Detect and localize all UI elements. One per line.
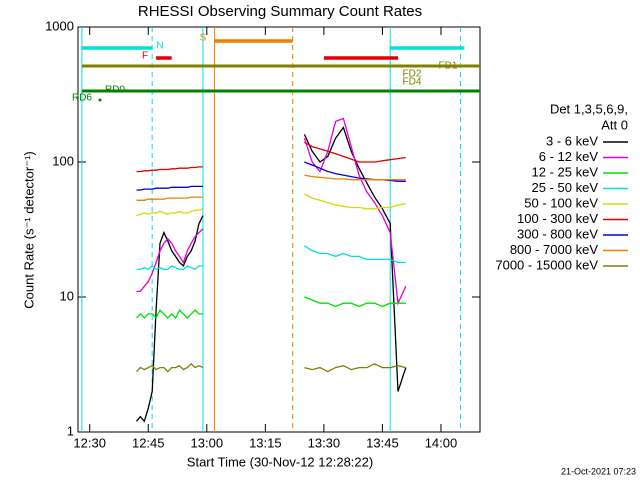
series-line [136, 174, 406, 201]
flag-label: S [200, 33, 207, 44]
x-tick-label: 13:30 [308, 435, 341, 450]
legend-title: Att 0 [601, 117, 628, 132]
flag-label: FD2 [403, 69, 422, 80]
legend-label: 300 - 800 keV [517, 226, 598, 241]
series-line [136, 161, 406, 191]
series-line [136, 245, 406, 271]
y-axis-label: Count Rate (s⁻¹ detector⁻¹) [21, 151, 36, 309]
y-tick-label: 100 [52, 153, 74, 168]
series-line [136, 296, 406, 320]
legend-label: 3 - 6 keV [546, 133, 598, 148]
flag-label: N [156, 41, 163, 52]
legend-label: 100 - 300 keV [517, 211, 598, 226]
x-tick-label: 13:00 [191, 435, 224, 450]
x-tick-label: 12:30 [73, 435, 106, 450]
legend-label: 7000 - 15000 keV [495, 257, 598, 272]
legend-title: Det 1,3,5,6,9, [550, 101, 628, 116]
legend-label: 12 - 25 keV [532, 164, 599, 179]
legend-label: 800 - 7000 keV [510, 242, 599, 257]
series-line [136, 193, 406, 217]
x-tick-label: 12:45 [132, 435, 165, 450]
flag-label: RD0 [105, 85, 125, 96]
x-tick-label: 13:15 [249, 435, 282, 450]
chart-title: RHESSI Observing Summary Count Rates [138, 3, 422, 20]
flag-label: RD6 [72, 93, 92, 104]
y-tick-label: 1 [67, 423, 74, 438]
timestamp: 21-Oct-2021 07:23 [561, 466, 636, 476]
series-line [136, 141, 406, 173]
legend-label: 6 - 12 keV [539, 149, 599, 164]
flag-label: F [142, 51, 148, 62]
plot-frame [77, 26, 481, 433]
y-tick-label: 1000 [45, 18, 74, 33]
legend-label: 50 - 100 keV [524, 195, 598, 210]
flag-dot [98, 98, 102, 102]
x-axis-label: Start Time (30-Nov-12 12:28:22) [187, 454, 373, 469]
series-line [136, 362, 406, 373]
legend-label: 25 - 50 keV [532, 180, 599, 195]
y-tick-label: 10 [60, 288, 74, 303]
x-tick-label: 14:00 [425, 435, 458, 450]
flag-label: FD1 [439, 61, 458, 72]
flag-label: FD4 [403, 77, 422, 88]
x-tick-label: 13:45 [366, 435, 399, 450]
